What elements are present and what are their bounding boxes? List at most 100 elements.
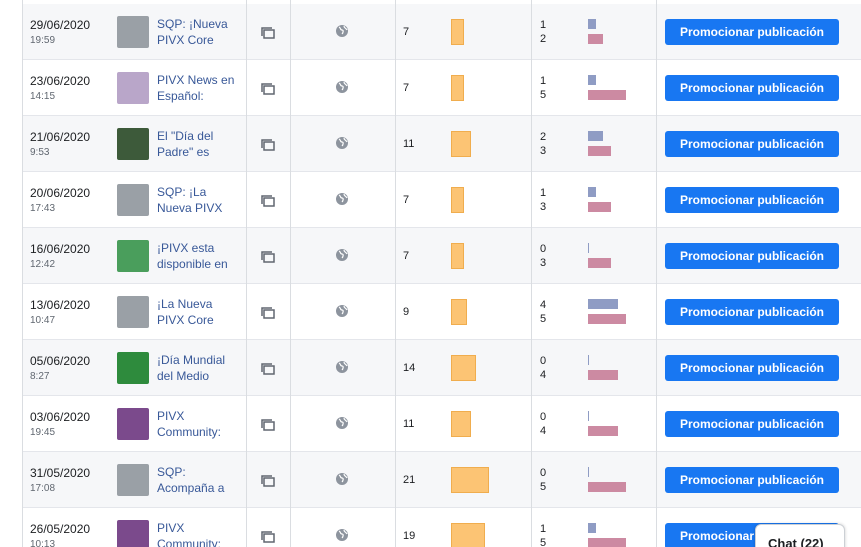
post-title[interactable]: Community: bbox=[157, 425, 222, 439]
post-title[interactable]: Acompaña a bbox=[157, 481, 225, 495]
post-title[interactable]: ¡La Nueva bbox=[157, 297, 213, 311]
promote-button[interactable]: Promocionar publicación bbox=[665, 75, 839, 101]
post-title[interactable]: El "Día del bbox=[157, 129, 214, 143]
post-title[interactable]: disponible en bbox=[157, 257, 228, 271]
post-title[interactable]: ¡PIVX esta bbox=[157, 241, 215, 255]
globe-icon bbox=[336, 25, 348, 37]
post-title[interactable]: PIVX Core bbox=[157, 313, 214, 327]
thumbnail[interactable] bbox=[117, 128, 149, 160]
date: 31/05/2020 bbox=[30, 466, 91, 480]
reach-value: 21 bbox=[403, 474, 416, 486]
thumbnail[interactable] bbox=[117, 520, 149, 547]
post-title[interactable]: Español: bbox=[157, 89, 204, 103]
thumbnail[interactable] bbox=[117, 72, 149, 104]
globe-icon bbox=[336, 249, 348, 261]
post-title[interactable]: PIVX bbox=[157, 521, 185, 535]
clicks-bar bbox=[588, 523, 596, 533]
reach-value: 7 bbox=[403, 26, 410, 38]
thumbnail[interactable] bbox=[117, 240, 149, 272]
globe-icon bbox=[336, 305, 348, 317]
promote-button[interactable]: Promocionar publicación bbox=[665, 243, 839, 269]
time: 10:47 bbox=[30, 315, 56, 326]
clicks-value: 2 bbox=[540, 131, 547, 143]
reactions-bar bbox=[588, 202, 611, 212]
promote-button[interactable]: Promocionar publicación bbox=[665, 355, 839, 381]
reach-bar bbox=[451, 411, 471, 437]
reactions-value: 3 bbox=[540, 257, 547, 269]
clicks-value: 0 bbox=[540, 243, 547, 255]
reach-bar bbox=[451, 75, 464, 101]
reactions-bar bbox=[588, 314, 626, 324]
post-row: 03/06/2020 19:45 PIVX Community: 11 0 4 Promoci… bbox=[22, 396, 861, 452]
post-title[interactable]: del Medio bbox=[157, 369, 210, 383]
post-row: 20/06/2020 17:43 SQP: ¡La Nueva PIVX 7 1 3 Prom… bbox=[22, 172, 861, 228]
thumbnail[interactable] bbox=[117, 464, 149, 496]
reach-value: 7 bbox=[403, 82, 410, 94]
date: 21/06/2020 bbox=[30, 130, 91, 144]
clicks-bar bbox=[588, 243, 589, 253]
reach-bar bbox=[451, 299, 468, 325]
clicks-bar bbox=[588, 131, 603, 141]
time: 14:15 bbox=[30, 91, 56, 102]
post-icon bbox=[261, 251, 275, 263]
post-row: 21/06/2020 9:53 El "Día del Padre" es 11 2 3 Pr… bbox=[22, 116, 861, 172]
post-title[interactable]: Community: bbox=[157, 537, 222, 547]
reactions-value: 4 bbox=[540, 425, 547, 437]
thumbnail[interactable] bbox=[117, 408, 149, 440]
post-title[interactable]: PIVX bbox=[157, 409, 185, 423]
time: 9:53 bbox=[30, 147, 50, 158]
reactions-bar bbox=[588, 90, 626, 100]
column-divider bbox=[395, 0, 396, 547]
reach-value: 7 bbox=[403, 250, 410, 262]
post-icon bbox=[261, 475, 275, 487]
reach-value: 9 bbox=[403, 306, 410, 318]
time: 19:59 bbox=[30, 35, 56, 46]
column-divider bbox=[531, 0, 532, 547]
clicks-bar bbox=[588, 187, 596, 197]
time: 19:45 bbox=[30, 427, 56, 438]
chat-tab[interactable]: Chat (22) bbox=[755, 524, 845, 547]
globe-icon bbox=[336, 473, 348, 485]
reactions-bar bbox=[588, 482, 626, 492]
reactions-value: 5 bbox=[540, 537, 547, 547]
thumbnail[interactable] bbox=[117, 352, 149, 384]
reach-bar bbox=[451, 355, 477, 381]
date: 29/06/2020 bbox=[30, 18, 91, 32]
promote-button[interactable]: Promocionar publicación bbox=[665, 411, 839, 437]
post-title[interactable]: ¡Día Mundial bbox=[157, 353, 226, 367]
post-title[interactable]: PIVX News en bbox=[157, 73, 235, 87]
clicks-value: 1 bbox=[540, 75, 547, 87]
promote-button[interactable]: Promocionar publicación bbox=[665, 131, 839, 157]
post-icon bbox=[261, 83, 275, 95]
clicks-bar bbox=[588, 467, 589, 477]
clicks-value: 1 bbox=[540, 19, 547, 31]
reach-bar bbox=[451, 523, 486, 547]
post-title[interactable]: SQP: ¡Nueva bbox=[157, 17, 228, 31]
post-icon bbox=[261, 195, 275, 207]
reactions-bar bbox=[588, 538, 626, 547]
promote-button[interactable]: Promocionar publicación bbox=[665, 299, 839, 325]
post-title[interactable]: SQP: ¡La bbox=[157, 185, 207, 199]
post-icon bbox=[261, 419, 275, 431]
post-title[interactable]: Nueva PIVX bbox=[157, 201, 223, 215]
date: 05/06/2020 bbox=[30, 354, 91, 368]
clicks-bar bbox=[588, 299, 618, 309]
post-icon bbox=[261, 139, 275, 151]
post-title[interactable]: SQP: bbox=[157, 465, 186, 479]
post-row: 16/06/2020 12:42 ¡PIVX esta disponible en 7 0… bbox=[22, 228, 861, 284]
post-title[interactable]: Padre" es bbox=[157, 145, 210, 159]
post-title[interactable]: PIVX Core bbox=[157, 33, 214, 47]
post-row: 29/06/2020 19:59 SQP: ¡Nueva PIVX Core 7 1 2 Pr… bbox=[22, 4, 861, 60]
thumbnail[interactable] bbox=[117, 296, 149, 328]
thumbnail[interactable] bbox=[117, 184, 149, 216]
promote-button[interactable]: Promocionar publicación bbox=[665, 467, 839, 493]
post-icon bbox=[261, 307, 275, 319]
reactions-value: 3 bbox=[540, 201, 547, 213]
date: 20/06/2020 bbox=[30, 186, 91, 200]
reactions-value: 5 bbox=[540, 481, 547, 493]
thumbnail[interactable] bbox=[117, 16, 149, 48]
promote-button[interactable]: Promocionar publicación bbox=[665, 187, 839, 213]
clicks-bar bbox=[588, 75, 596, 85]
promote-button[interactable]: Promocionar publicación bbox=[665, 19, 839, 45]
clicks-value: 4 bbox=[540, 299, 547, 311]
